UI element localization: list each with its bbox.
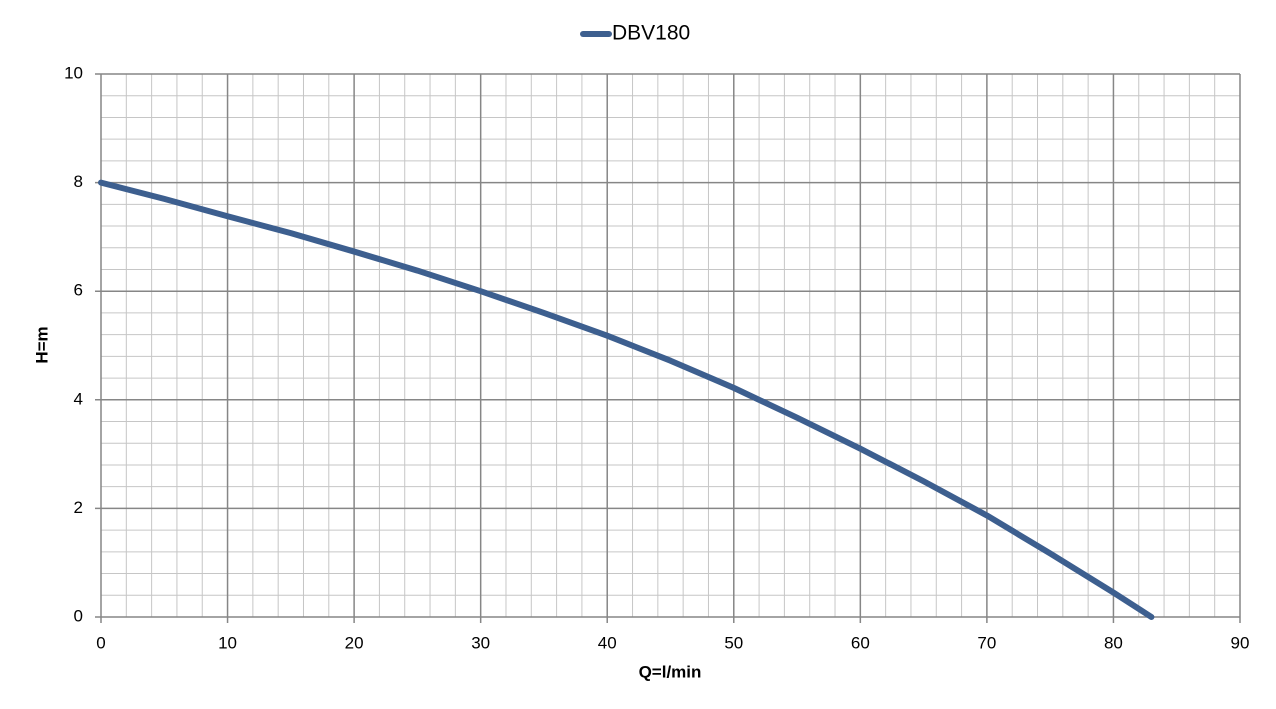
x-tick-label: 50: [724, 633, 743, 652]
y-tick-label: 10: [64, 63, 83, 82]
data-line: [98, 179, 1155, 620]
x-tick-label: 80: [1104, 633, 1123, 652]
x-tick-label: 10: [218, 633, 237, 652]
y-tick-label: 2: [74, 498, 83, 517]
x-tick-label: 60: [851, 633, 870, 652]
x-tick-label: 20: [345, 633, 364, 652]
x-tick-label: 90: [1231, 633, 1250, 652]
y-axis-title: H=m: [32, 326, 51, 363]
x-tick-label: 70: [977, 633, 996, 652]
y-tick-label: 4: [74, 389, 83, 408]
legend-label: DBV180: [612, 22, 690, 45]
y-tick-label: 0: [74, 606, 83, 625]
x-tick-label: 0: [96, 633, 105, 652]
y-tick-label: 8: [74, 172, 83, 191]
x-tick-label: 30: [471, 633, 490, 652]
x-axis-title: Q=l/min: [639, 662, 702, 681]
y-tick-label: 6: [74, 281, 83, 300]
x-tick-label: 40: [598, 633, 617, 652]
